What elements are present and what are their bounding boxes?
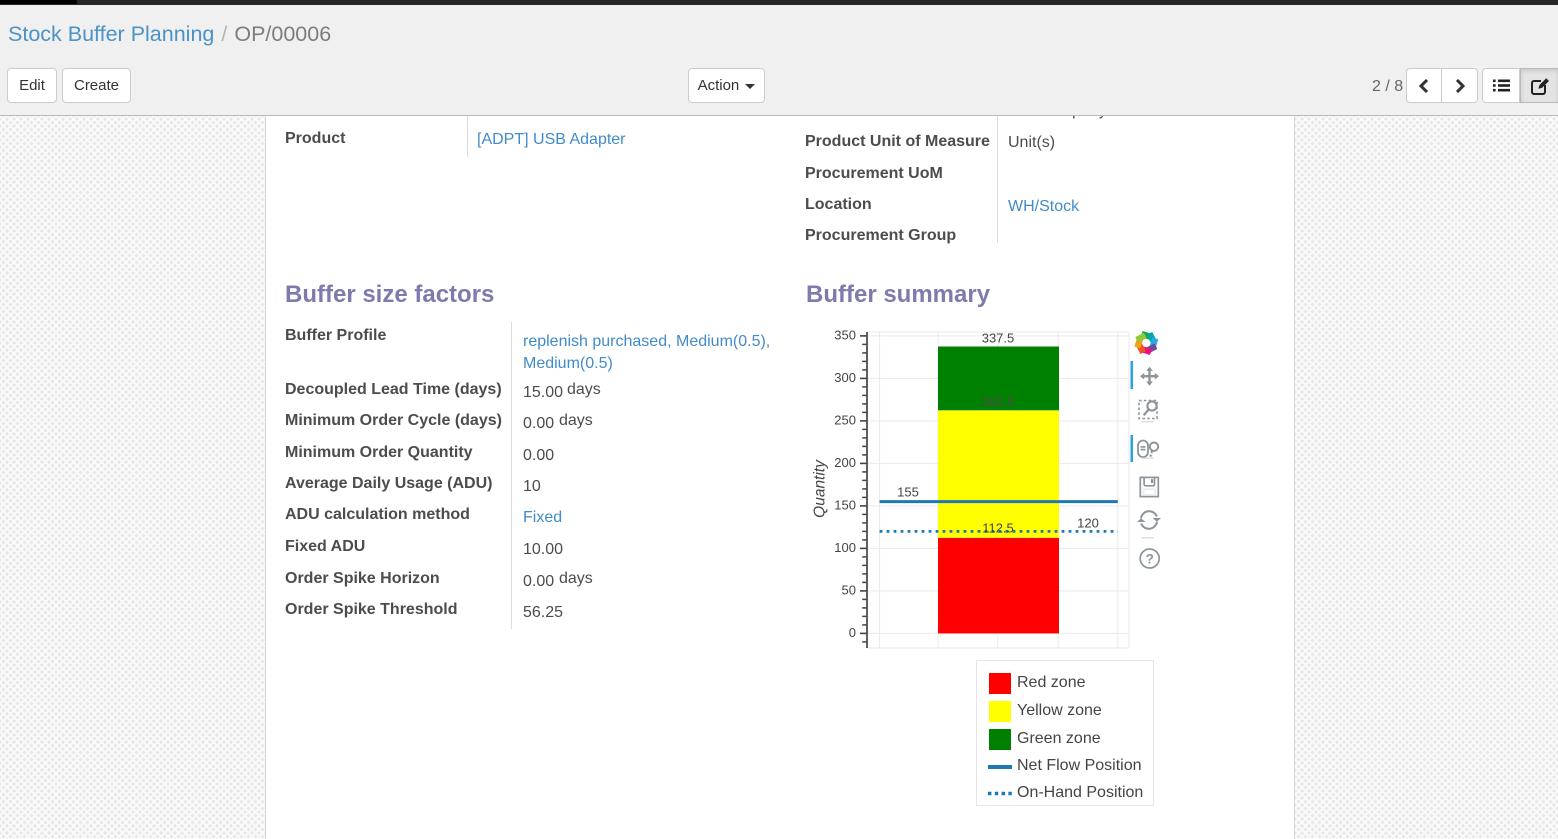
svg-text:100: 100 xyxy=(834,540,856,555)
svg-text:112.5: 112.5 xyxy=(982,521,1014,536)
svg-text:?: ? xyxy=(1146,551,1154,566)
svg-text:200: 200 xyxy=(834,455,856,470)
svg-text:50: 50 xyxy=(842,582,856,597)
svg-text:150: 150 xyxy=(834,497,856,512)
svg-text:300: 300 xyxy=(834,370,856,385)
svg-text:262.5: 262.5 xyxy=(982,394,1015,409)
svg-text:Quantity: Quantity xyxy=(812,459,829,518)
svg-text:250: 250 xyxy=(834,412,856,427)
svg-text:337.5: 337.5 xyxy=(982,331,1015,346)
svg-text:350: 350 xyxy=(834,327,856,342)
svg-text:155: 155 xyxy=(897,485,919,500)
svg-text:120: 120 xyxy=(1077,516,1099,531)
svg-text:0: 0 xyxy=(849,625,856,640)
